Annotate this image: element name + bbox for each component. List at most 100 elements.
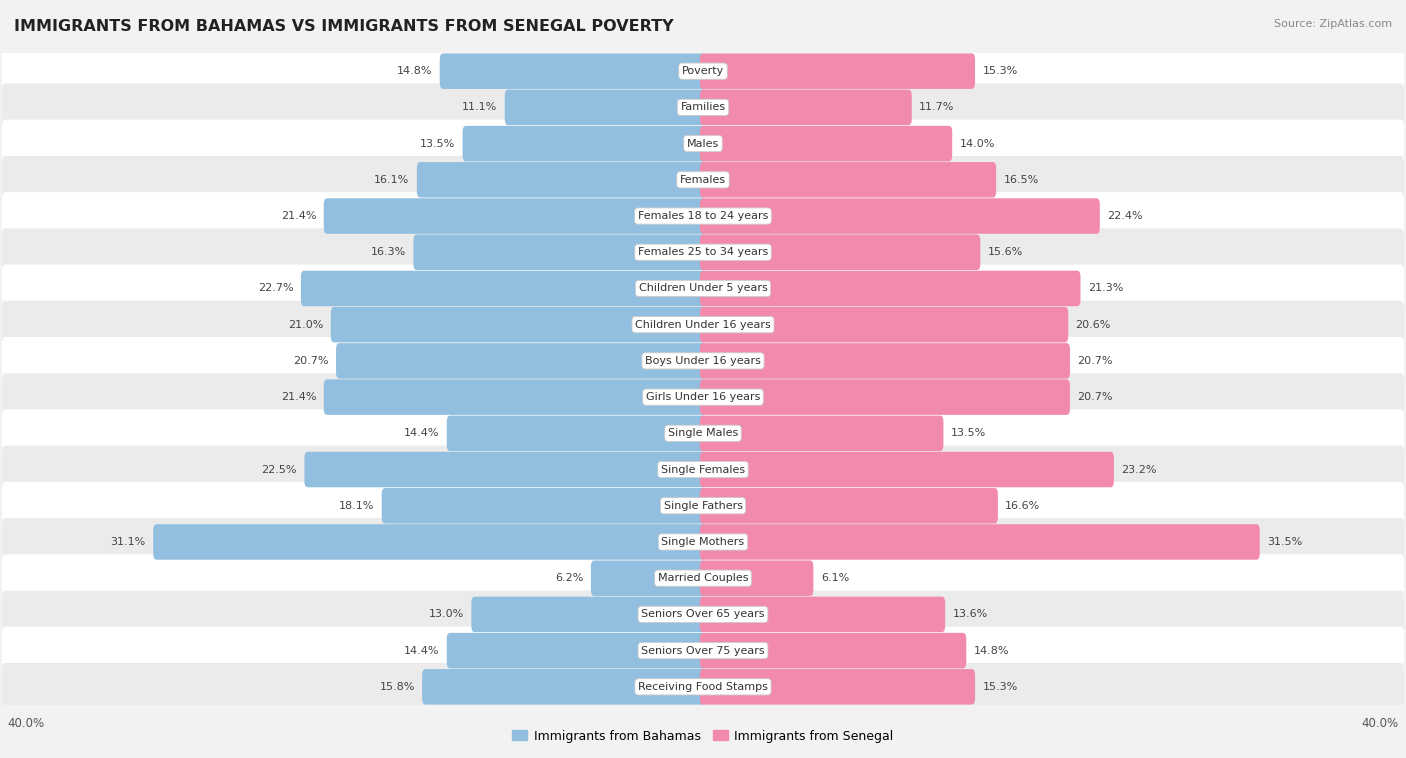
Text: IMMIGRANTS FROM BAHAMAS VS IMMIGRANTS FROM SENEGAL POVERTY: IMMIGRANTS FROM BAHAMAS VS IMMIGRANTS FR… (14, 19, 673, 34)
FancyBboxPatch shape (3, 337, 1403, 385)
FancyBboxPatch shape (700, 343, 1070, 379)
FancyBboxPatch shape (153, 525, 706, 559)
Text: 21.3%: 21.3% (1088, 283, 1123, 293)
Text: 23.2%: 23.2% (1122, 465, 1157, 475)
Text: Families: Families (681, 102, 725, 112)
Text: Girls Under 16 years: Girls Under 16 years (645, 392, 761, 402)
Text: 16.5%: 16.5% (1004, 175, 1039, 185)
Text: 6.2%: 6.2% (555, 573, 583, 583)
Text: 6.1%: 6.1% (821, 573, 849, 583)
FancyBboxPatch shape (330, 307, 706, 343)
FancyBboxPatch shape (336, 343, 706, 379)
Text: 14.8%: 14.8% (396, 66, 433, 76)
Text: 22.5%: 22.5% (262, 465, 297, 475)
Text: Single Mothers: Single Mothers (661, 537, 745, 547)
FancyBboxPatch shape (700, 199, 1099, 233)
Text: 14.4%: 14.4% (404, 646, 439, 656)
FancyBboxPatch shape (3, 228, 1403, 276)
FancyBboxPatch shape (3, 83, 1403, 131)
FancyBboxPatch shape (422, 669, 706, 705)
Text: Females: Females (681, 175, 725, 185)
Text: Single Males: Single Males (668, 428, 738, 438)
Text: Receiving Food Stamps: Receiving Food Stamps (638, 682, 768, 692)
FancyBboxPatch shape (700, 525, 1260, 559)
Text: 15.8%: 15.8% (380, 682, 415, 692)
Text: Single Fathers: Single Fathers (664, 501, 742, 511)
Legend: Immigrants from Bahamas, Immigrants from Senegal: Immigrants from Bahamas, Immigrants from… (508, 725, 898, 747)
Text: 11.7%: 11.7% (920, 102, 955, 112)
Text: Married Couples: Married Couples (658, 573, 748, 583)
Text: Single Females: Single Females (661, 465, 745, 475)
FancyBboxPatch shape (440, 53, 706, 89)
FancyBboxPatch shape (323, 199, 706, 233)
Text: 40.0%: 40.0% (1362, 717, 1399, 731)
Text: 14.4%: 14.4% (404, 428, 439, 438)
Text: 13.6%: 13.6% (953, 609, 988, 619)
FancyBboxPatch shape (447, 633, 706, 669)
FancyBboxPatch shape (3, 120, 1403, 168)
Text: Poverty: Poverty (682, 66, 724, 76)
Text: Females 25 to 34 years: Females 25 to 34 years (638, 247, 768, 257)
Text: 13.5%: 13.5% (950, 428, 986, 438)
Text: Females 18 to 24 years: Females 18 to 24 years (638, 211, 768, 221)
FancyBboxPatch shape (3, 627, 1403, 675)
FancyBboxPatch shape (3, 663, 1403, 711)
Text: 21.0%: 21.0% (288, 320, 323, 330)
FancyBboxPatch shape (3, 47, 1403, 95)
Text: 15.6%: 15.6% (987, 247, 1024, 257)
Text: 40.0%: 40.0% (7, 717, 44, 731)
FancyBboxPatch shape (505, 89, 706, 125)
FancyBboxPatch shape (700, 415, 943, 451)
Text: 16.3%: 16.3% (371, 247, 406, 257)
Text: 31.1%: 31.1% (111, 537, 146, 547)
FancyBboxPatch shape (471, 597, 706, 632)
FancyBboxPatch shape (447, 415, 706, 451)
Text: Males: Males (688, 139, 718, 149)
FancyBboxPatch shape (700, 271, 1080, 306)
FancyBboxPatch shape (3, 192, 1403, 240)
Text: 16.6%: 16.6% (1005, 501, 1040, 511)
Text: Children Under 5 years: Children Under 5 years (638, 283, 768, 293)
FancyBboxPatch shape (700, 307, 1069, 343)
FancyBboxPatch shape (382, 488, 706, 524)
Text: 20.7%: 20.7% (1077, 356, 1112, 366)
Text: 16.1%: 16.1% (374, 175, 409, 185)
Text: Seniors Over 65 years: Seniors Over 65 years (641, 609, 765, 619)
Text: 31.5%: 31.5% (1267, 537, 1302, 547)
FancyBboxPatch shape (700, 597, 945, 632)
Text: 21.4%: 21.4% (281, 211, 316, 221)
FancyBboxPatch shape (323, 379, 706, 415)
Text: 11.1%: 11.1% (463, 102, 498, 112)
FancyBboxPatch shape (463, 126, 706, 161)
Text: 14.0%: 14.0% (960, 139, 995, 149)
FancyBboxPatch shape (700, 379, 1070, 415)
FancyBboxPatch shape (700, 234, 980, 270)
FancyBboxPatch shape (700, 488, 998, 524)
FancyBboxPatch shape (301, 271, 706, 306)
FancyBboxPatch shape (3, 446, 1403, 493)
Text: 22.7%: 22.7% (257, 283, 294, 293)
Text: 15.3%: 15.3% (983, 682, 1018, 692)
Text: 20.7%: 20.7% (294, 356, 329, 366)
FancyBboxPatch shape (3, 590, 1403, 638)
FancyBboxPatch shape (700, 669, 976, 705)
FancyBboxPatch shape (3, 518, 1403, 566)
Text: 21.4%: 21.4% (281, 392, 316, 402)
FancyBboxPatch shape (700, 633, 966, 669)
FancyBboxPatch shape (413, 234, 706, 270)
Text: Seniors Over 75 years: Seniors Over 75 years (641, 646, 765, 656)
FancyBboxPatch shape (3, 301, 1403, 349)
FancyBboxPatch shape (700, 126, 952, 161)
FancyBboxPatch shape (591, 560, 706, 596)
Text: Boys Under 16 years: Boys Under 16 years (645, 356, 761, 366)
FancyBboxPatch shape (700, 162, 997, 198)
FancyBboxPatch shape (3, 482, 1403, 530)
Text: 20.7%: 20.7% (1077, 392, 1112, 402)
Text: 18.1%: 18.1% (339, 501, 374, 511)
Text: 13.5%: 13.5% (420, 139, 456, 149)
FancyBboxPatch shape (700, 560, 813, 596)
Text: 15.3%: 15.3% (983, 66, 1018, 76)
Text: Source: ZipAtlas.com: Source: ZipAtlas.com (1274, 19, 1392, 29)
FancyBboxPatch shape (3, 554, 1403, 602)
Text: Children Under 16 years: Children Under 16 years (636, 320, 770, 330)
